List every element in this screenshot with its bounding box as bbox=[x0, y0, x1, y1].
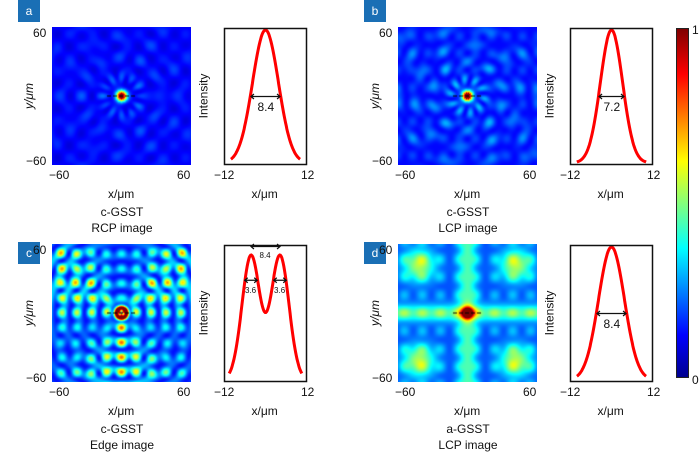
profile-plot-a bbox=[223, 27, 308, 166]
heatmap-xlabel: x/μm bbox=[454, 187, 481, 201]
panel-label-a: a bbox=[18, 0, 40, 22]
colorbar-tick-max: 1 bbox=[692, 23, 699, 37]
heatmap-d bbox=[398, 244, 537, 382]
caption-line-1: a-GSST bbox=[446, 422, 490, 436]
panel-label-d: d bbox=[364, 242, 386, 264]
colorbar-tick-min: 0 bbox=[692, 373, 699, 387]
profile-xtick-min: −12 bbox=[560, 385, 581, 399]
heatmap-ytick-max: 60 bbox=[33, 26, 47, 40]
profile-ylabel: Intensity bbox=[196, 290, 211, 336]
heatmap-xlabel: x/μm bbox=[108, 404, 135, 418]
separation-arrow bbox=[250, 243, 281, 250]
caption-line-1: c-GSST bbox=[446, 205, 490, 219]
intensity-curve bbox=[227, 253, 304, 375]
heatmap-xlabel: x/μm bbox=[108, 187, 135, 201]
profile-xtick-max: 12 bbox=[301, 168, 315, 182]
heatmap-xtick-max: 60 bbox=[177, 385, 191, 399]
caption-line-2: Edge image bbox=[89, 438, 155, 452]
heatmap-ytick-min: −60 bbox=[372, 371, 393, 385]
heatmap-ytick-min: −60 bbox=[26, 154, 47, 168]
profile-xtick-max: 12 bbox=[301, 385, 315, 399]
profile-xtick-min: −12 bbox=[560, 168, 581, 182]
heatmap-xtick-min: −60 bbox=[49, 168, 70, 182]
heatmap-xtick-max: 60 bbox=[523, 385, 537, 399]
fwhm-arrow bbox=[250, 93, 281, 100]
heatmap-xtick-max: 60 bbox=[177, 168, 191, 182]
profile-plot-c bbox=[223, 243, 308, 383]
heatmap-xtick-max: 60 bbox=[523, 168, 537, 182]
heatmap-ylabel: y/μm bbox=[21, 300, 36, 326]
caption-line-1: c-GSST bbox=[100, 422, 144, 436]
profile-xtick-min: −12 bbox=[214, 385, 235, 399]
profile-ylabel: Intensity bbox=[542, 73, 557, 119]
profile-xlabel: x/μm bbox=[251, 404, 278, 418]
profile-xtick-max: 12 bbox=[647, 168, 661, 182]
heatmap-xtick-min: −60 bbox=[49, 385, 70, 399]
heatmap-ylabel: y/μm bbox=[367, 83, 382, 109]
colorbar bbox=[676, 28, 689, 378]
heatmap-ytick-min: −60 bbox=[26, 371, 47, 385]
heatmap-b bbox=[398, 27, 537, 165]
heatmap-c bbox=[52, 244, 191, 382]
heatmap-a bbox=[52, 27, 191, 165]
fwhm-label-left: 3.6 bbox=[244, 286, 257, 296]
plot-frame bbox=[569, 27, 654, 166]
fwhm-label: 7.2 bbox=[603, 99, 621, 114]
profile-ylabel: Intensity bbox=[196, 73, 211, 119]
caption-line-2: LCP image bbox=[438, 438, 498, 452]
heatmap-xtick-min: −60 bbox=[395, 168, 416, 182]
profile-xlabel: x/μm bbox=[597, 187, 624, 201]
caption-line-2: RCP image bbox=[91, 221, 153, 235]
profile-xlabel: x/μm bbox=[251, 187, 278, 201]
fwhm-label: 8.4 bbox=[257, 99, 275, 114]
fwhm-arrow-right bbox=[272, 277, 288, 284]
heatmap-xlabel: x/μm bbox=[454, 404, 481, 418]
fwhm-label-right: 3.6 bbox=[274, 286, 286, 296]
heatmap-ytick-max: 60 bbox=[379, 243, 393, 257]
fwhm-arrow bbox=[598, 93, 625, 100]
heatmap-ylabel: y/μm bbox=[367, 300, 382, 326]
profile-xtick-min: −12 bbox=[214, 168, 235, 182]
heatmap-ytick-max: 60 bbox=[33, 243, 47, 257]
profile-xlabel: x/μm bbox=[597, 404, 624, 418]
plot-frame bbox=[223, 27, 308, 166]
plot-frame bbox=[569, 244, 654, 383]
profile-ylabel: Intensity bbox=[542, 290, 557, 336]
heatmap-ylabel: y/μm bbox=[21, 83, 36, 109]
fwhm-arrow bbox=[596, 310, 627, 317]
intensity-curve bbox=[576, 245, 647, 378]
intensity-curve bbox=[230, 28, 301, 161]
heatmap-xtick-min: −60 bbox=[395, 385, 416, 399]
panel-label-b: b bbox=[364, 0, 386, 22]
profile-plot-b bbox=[569, 27, 654, 166]
fwhm-arrow-left bbox=[243, 277, 259, 284]
separation-label: 8.4 bbox=[259, 251, 271, 260]
panel-label-c: c bbox=[18, 242, 40, 264]
caption-line-2: LCP image bbox=[438, 221, 498, 235]
intensity-curve bbox=[576, 28, 647, 164]
heatmap-ytick-max: 60 bbox=[379, 26, 393, 40]
fwhm-label: 8.4 bbox=[603, 316, 621, 331]
profile-xtick-max: 12 bbox=[647, 385, 661, 399]
plot-frame bbox=[223, 244, 308, 383]
caption-line-1: c-GSST bbox=[100, 205, 144, 219]
heatmap-ytick-min: −60 bbox=[372, 154, 393, 168]
profile-plot-d bbox=[569, 244, 654, 383]
